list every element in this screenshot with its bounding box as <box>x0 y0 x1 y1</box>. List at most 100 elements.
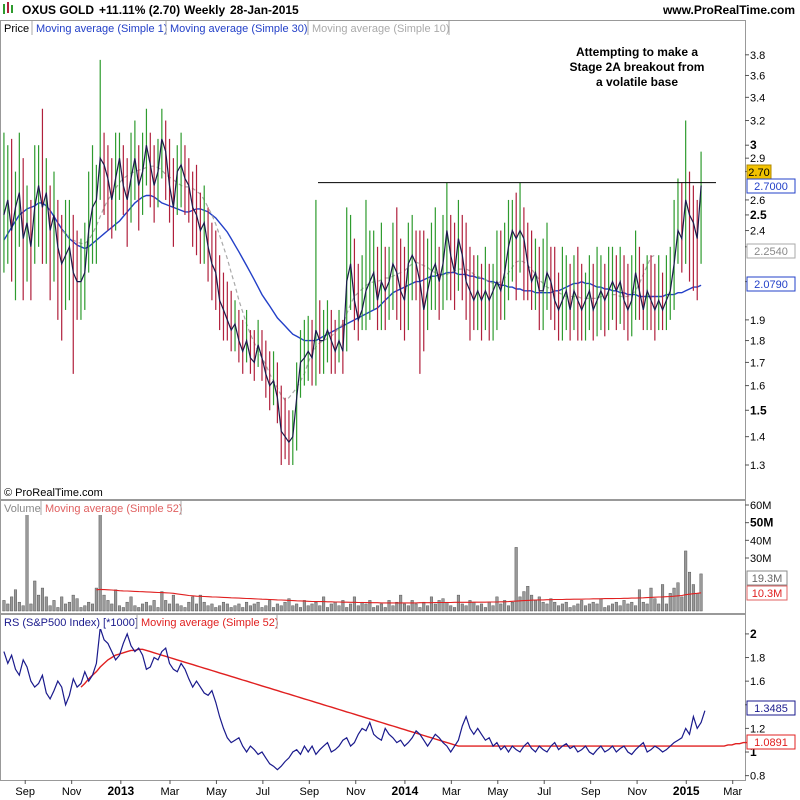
price-ma30-line <box>3 194 702 342</box>
volume-bar <box>191 596 195 612</box>
price-legend: Price Moving average (Simple 1) Moving a… <box>1 21 451 35</box>
volume-bar <box>695 593 699 612</box>
volume-bar <box>514 547 518 612</box>
volume-bar <box>441 598 445 612</box>
volume-bar <box>337 605 341 612</box>
volume-bar <box>368 600 372 612</box>
rs-line <box>3 627 706 771</box>
volume-bar <box>52 600 56 612</box>
volume-badge: 19.3M <box>746 570 788 586</box>
volume-bar <box>268 600 272 612</box>
legend-volume-ma: Moving average (Simple 52) <box>45 503 183 515</box>
legend-rs: RS (S&P500 Index) [*1000] <box>4 617 138 629</box>
volume-bar <box>60 596 64 612</box>
volume-bar <box>691 584 695 612</box>
rs-tick-label: 1 <box>750 745 757 759</box>
svg-text:1.3485: 1.3485 <box>754 703 788 715</box>
svg-text:19.3M: 19.3M <box>752 573 783 585</box>
volume-bar <box>275 603 279 612</box>
rs-tick-label: 1.6 <box>750 676 765 688</box>
volume-bar <box>456 594 460 612</box>
price-tick-label: 2.5 <box>750 208 767 222</box>
price-tick-label: 1.9 <box>750 315 765 327</box>
volume-tick-label: 50M <box>750 516 773 530</box>
volume-bar <box>530 594 534 612</box>
volume-bar <box>202 601 206 612</box>
volume-bar <box>156 607 160 612</box>
legend-price: Price <box>4 23 29 35</box>
x-tick-label: 2015 <box>673 784 700 798</box>
volume-bar <box>198 594 202 612</box>
price-tick-label: 1.8 <box>750 336 765 348</box>
volume-tick-label: 30M <box>750 553 771 565</box>
x-tick-label: Sep <box>581 786 601 798</box>
price-tick-label: 1.6 <box>750 381 765 393</box>
volume-bar <box>306 605 310 612</box>
price-ma1-badge: 2.7000 <box>746 178 796 194</box>
volume-bar <box>572 605 576 612</box>
volume-bar <box>684 550 688 612</box>
volume-bar <box>537 596 541 612</box>
volume-bar <box>175 603 179 612</box>
volume-bar <box>518 596 522 612</box>
volume-bar <box>553 601 557 612</box>
volume-bar <box>545 603 549 612</box>
x-tick-label: 2013 <box>107 784 134 798</box>
volume-bar <box>295 603 299 612</box>
volume-bar <box>580 600 584 612</box>
ma1-line <box>3 138 702 444</box>
price-ma30-badge: 2.0790 <box>746 276 796 292</box>
volume-bar <box>568 607 572 612</box>
x-tick-label: May <box>487 786 508 798</box>
volume-tick-label: 60M <box>750 500 771 512</box>
legend-rs-ma: Moving average (Simple 52) <box>141 617 279 629</box>
volume-bar <box>291 605 295 612</box>
svg-text:2.7000: 2.7000 <box>754 181 788 193</box>
volume-bar <box>329 603 333 612</box>
price-tick-label: 3.8 <box>750 50 765 62</box>
volume-bar <box>649 587 653 612</box>
volume-bar <box>418 607 422 612</box>
volume-bar <box>125 601 129 612</box>
volume-bar <box>10 596 14 612</box>
volume-bar <box>345 607 349 612</box>
x-tick-label: Nov <box>62 786 82 798</box>
volume-tick-label: 40M <box>750 535 771 547</box>
volume-bar <box>21 605 25 612</box>
price-tick-label: 3.4 <box>750 92 765 104</box>
volume-bar <box>622 600 626 612</box>
volume-bar <box>591 601 595 612</box>
volume-bar <box>13 589 17 612</box>
rs-legend: RS (S&P500 Index) [*1000] Moving average… <box>1 615 279 629</box>
rs-tick-label: 1.8 <box>750 653 765 665</box>
volume-bar <box>179 605 183 612</box>
volume-bar <box>102 594 106 612</box>
header-bar <box>0 0 800 18</box>
volume-bar <box>206 605 210 612</box>
volume-bar <box>414 603 418 612</box>
x-tick-label: Mar <box>723 786 742 798</box>
volume-bar <box>429 596 433 612</box>
volume-bar <box>264 605 268 612</box>
volume-bar <box>349 603 353 612</box>
volume-bar <box>533 600 537 612</box>
volume-bar <box>318 605 322 612</box>
volume-bar <box>487 601 491 612</box>
volume-ma-badge: 10.3M <box>746 585 788 601</box>
volume-axis: 60M 50M 40M 30M <box>745 500 773 565</box>
annotation-line-3: a volatile base <box>596 75 678 89</box>
volume-bar <box>614 601 618 612</box>
volume-bar <box>595 603 599 612</box>
header-site: www.ProRealTime.com <box>662 3 795 17</box>
volume-bar <box>410 600 414 612</box>
price-ma1-line <box>3 138 702 444</box>
volume-bar <box>483 607 487 612</box>
volume-bar <box>445 601 449 612</box>
volume-bar <box>364 603 368 612</box>
x-tick-label: Nov <box>346 786 366 798</box>
volume-bar <box>214 607 218 612</box>
volume-bar <box>672 587 676 612</box>
volume-bar <box>460 603 464 612</box>
x-tick-label: Mar <box>442 786 461 798</box>
x-tick-label: Mar <box>161 786 180 798</box>
